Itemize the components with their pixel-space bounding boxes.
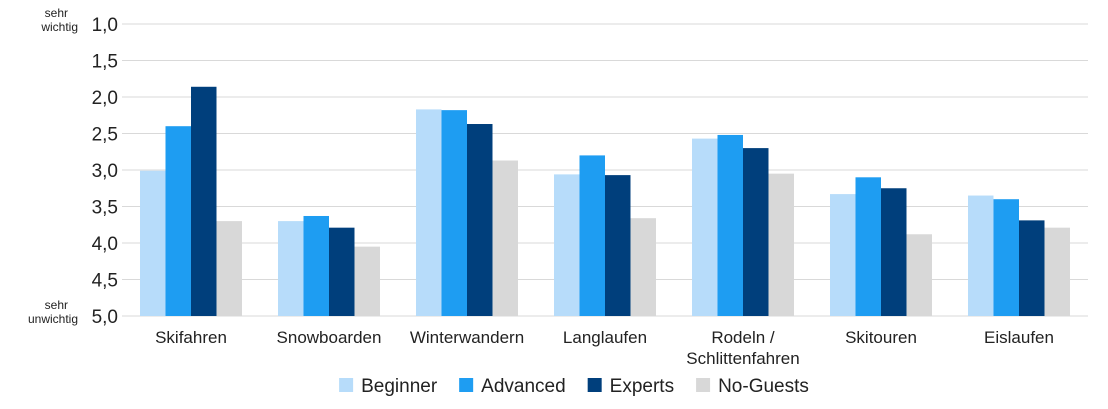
bar-advanced [303, 215, 329, 316]
bar-no-guests [768, 173, 794, 316]
legend-swatch [339, 378, 354, 392]
bar-no-guests [630, 218, 656, 316]
legend-label: Advanced [481, 376, 566, 397]
bar-experts [1019, 220, 1045, 316]
legend-swatch [459, 378, 474, 392]
category-label: Langlaufen [563, 328, 647, 347]
legend-swatch [587, 378, 602, 392]
bar-experts [605, 175, 631, 316]
category-label: Skitouren [845, 328, 917, 347]
bar-beginner [692, 138, 718, 316]
legend: Beginner Advanced Experts No-Guests [339, 376, 809, 397]
bar-beginner [968, 195, 994, 316]
category-label: Winterwandern [410, 328, 524, 347]
bar-no-guests [1044, 227, 1070, 316]
category-label: Rodeln / [711, 328, 775, 347]
bar-no-guests [492, 160, 518, 316]
bar-beginner [830, 194, 856, 316]
legend-label: Experts [610, 376, 674, 397]
x-axis-categories: Skifahren Snowboarden Winterwandern Langlau… [155, 328, 1054, 368]
y-bottom-end-label-line-2: unwichtig [28, 312, 78, 326]
bars [140, 86, 1070, 316]
bar-no-guests [354, 246, 380, 316]
bar-beginner [278, 221, 304, 316]
legend-swatch [696, 378, 711, 392]
bar-no-guests [216, 221, 242, 316]
y-tick-label: 2,5 [92, 125, 118, 146]
y-tick-label: 5,0 [92, 307, 118, 328]
category-label: Schlittenfahren [686, 349, 799, 368]
y-top-end-label-line-2: wichtig [40, 20, 78, 34]
bar-experts [743, 148, 769, 316]
y-top-end-label-line-1: sehr [45, 6, 68, 20]
bar-advanced [165, 126, 191, 316]
bar-advanced [579, 155, 605, 316]
y-tick-label: 3,5 [92, 198, 118, 219]
bar-experts [191, 86, 217, 316]
y-tick-label: 4,0 [92, 234, 118, 255]
bar-beginner [140, 170, 166, 316]
bar-beginner [416, 109, 442, 316]
y-tick-label: 1,0 [92, 15, 118, 36]
legend-label: No-Guests [718, 376, 809, 397]
bar-experts [881, 188, 907, 316]
y-tick-label: 4,5 [92, 271, 118, 292]
legend-label: Beginner [361, 376, 438, 397]
bar-advanced [441, 110, 467, 316]
y-tick-label: 2,0 [92, 88, 118, 109]
y-tick-label: 1,5 [92, 52, 118, 73]
bar-experts [329, 227, 355, 316]
category-label: Eislaufen [984, 328, 1054, 347]
bar-experts [467, 124, 493, 316]
bar-no-guests [906, 234, 932, 316]
bar-advanced [993, 199, 1019, 316]
bar-beginner [554, 174, 580, 316]
bar-advanced [855, 177, 881, 316]
y-tick-label: 3,0 [92, 161, 118, 182]
y-axis: sehr wichtig sehr unwichtig 1,0 1,5 2,0 2,5… [28, 6, 118, 328]
y-bottom-end-label-line-1: sehr [45, 298, 68, 312]
bar-advanced [717, 134, 743, 316]
category-label: Snowboarden [277, 328, 382, 347]
category-label: Skifahren [155, 328, 227, 347]
